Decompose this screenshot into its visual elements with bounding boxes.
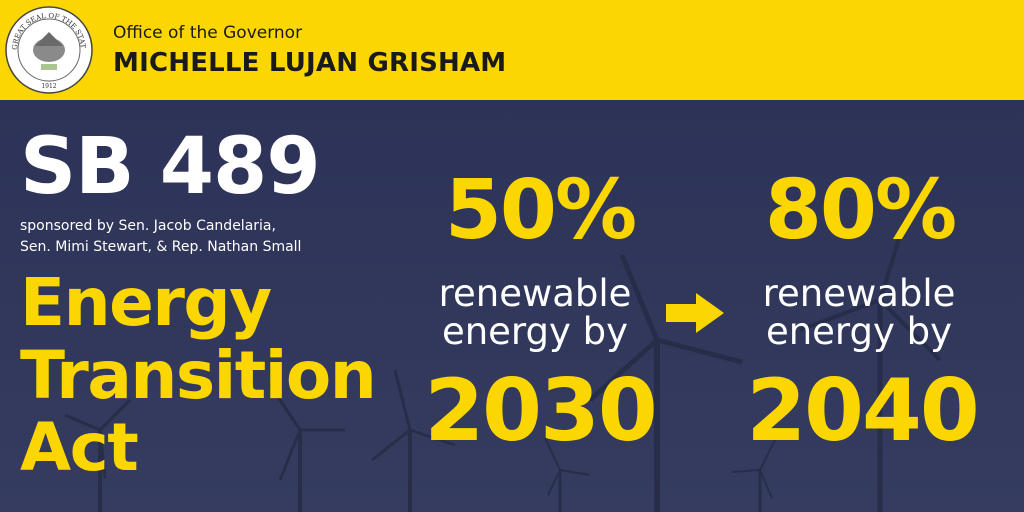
- act-title-line-3: Act: [20, 409, 139, 486]
- target-desc-line-1-2040: renewable: [762, 272, 956, 315]
- target-percent-2030: 50%: [444, 163, 637, 258]
- target-year-2030: 2030: [424, 361, 657, 461]
- arrow-right-icon: [666, 293, 724, 333]
- sponsors-line-1: sponsored by Sen. Jacob Candelaria,: [20, 218, 276, 234]
- state-seal-icon: GREAT SEAL OF THE STATE OF NEW MEXICO 19…: [5, 6, 93, 94]
- header-bar: GREAT SEAL OF THE STATE OF NEW MEXICO 19…: [0, 0, 1024, 100]
- target-desc-line-2-2040: energy by: [765, 310, 953, 353]
- sponsors-line-2: Sen. Mimi Stewart, & Rep. Nathan Small: [20, 239, 302, 255]
- target-percent-2040: 80%: [764, 163, 957, 258]
- act-title-line-1: Energy: [20, 264, 272, 341]
- office-title: Office of the Governor: [113, 23, 303, 43]
- bill-number: SB 489: [20, 122, 321, 212]
- target-desc-line-2-2030: energy by: [441, 310, 629, 353]
- governor-name: MICHELLE LUJAN GRISHAM: [113, 48, 507, 78]
- svg-text:1912: 1912: [41, 83, 56, 90]
- target-year-2040: 2040: [746, 361, 979, 461]
- wind-turbines-background: [0, 100, 1024, 512]
- act-title-line-2: Transition: [20, 337, 377, 414]
- target-desc-line-1-2030: renewable: [438, 272, 632, 315]
